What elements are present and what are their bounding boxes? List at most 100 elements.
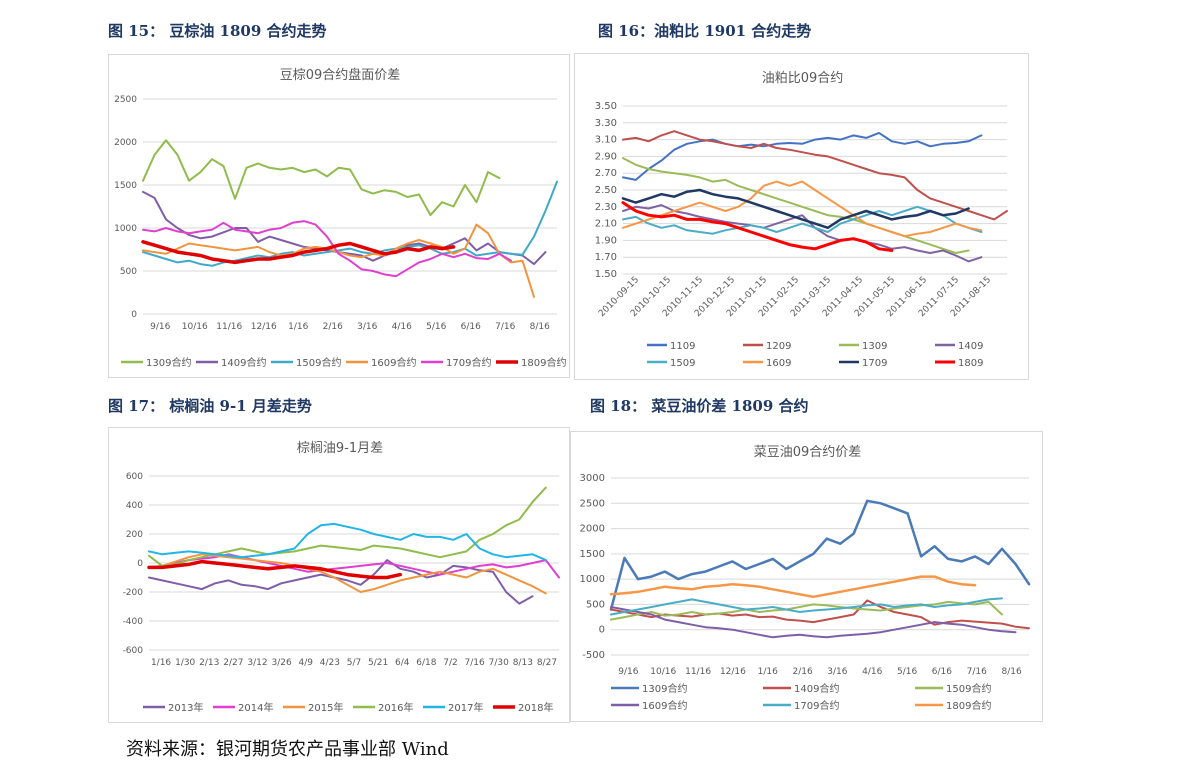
y-tick-label: -400 <box>123 617 144 627</box>
legend-label: 1309 <box>862 341 887 352</box>
x-tick-label: 7/30 <box>489 658 509 668</box>
x-tick-label: 3/16 <box>827 667 847 677</box>
y-tick-label: 1000 <box>114 224 137 234</box>
chart-soy-palm-spread: 豆棕09合约盘面价差 0 500 1000 1500 2000 2500 9/16 10/16 1… <box>114 67 566 369</box>
legend-label: 1309合约 <box>146 356 191 369</box>
series-line-2015年 <box>148 553 547 595</box>
x-tick-label: 12/16 <box>251 322 277 332</box>
series-line-1309合约 <box>609 499 1031 611</box>
x-tick-label: 12/16 <box>720 667 746 677</box>
y-tick-label: 2.50 <box>595 185 617 196</box>
legend-label: 1809合约 <box>946 699 991 712</box>
series-line-1709合约 <box>142 220 512 278</box>
chart-title: 油粕比09合约 <box>762 71 844 86</box>
x-tick-label: 11/16 <box>216 322 242 332</box>
y-tick-label: 0 <box>131 310 137 320</box>
legend-label: 1509合约 <box>946 682 991 695</box>
legend-label: 1209 <box>766 341 791 352</box>
x-tick-label: 9/16 <box>618 667 638 677</box>
y-tick-label: 2.10 <box>595 219 617 230</box>
x-tick-label: 4/9 <box>299 658 314 668</box>
chart-panel-soy-palm-spread: 豆棕09合约盘面价差 0 500 1000 1500 2000 2500 9/16 10/16 1… <box>108 54 570 378</box>
series-line-2018年 <box>147 559 403 580</box>
x-tick-label: 4/16 <box>392 322 412 332</box>
series-line-2017年 <box>148 522 547 562</box>
chart-rapeseed-soy-spread: 菜豆油09合约价差 -500 0 500 1000 1500 2000 2500 3000 9/1… <box>580 445 1031 712</box>
x-tick-label: 7/16 <box>967 667 987 677</box>
x-tick-label: 5/16 <box>897 667 917 677</box>
chart-oil-meal-ratio: 油粕比09合约 1.50 1.70 1.90 2.10 2.30 2.50 2.70 2.90 3… <box>595 71 1008 369</box>
legend-label: 1509 <box>670 358 695 369</box>
legend-label: 1709合约 <box>794 699 839 712</box>
legend-label: 2014年 <box>238 701 273 714</box>
y-tick-label: 600 <box>126 472 143 482</box>
y-tick-label: 1500 <box>580 549 605 560</box>
legend-label: 2013年 <box>168 701 203 714</box>
y-tick-label: 500 <box>586 599 605 610</box>
series-line-1409 <box>622 204 983 263</box>
y-tick-label: 3.50 <box>595 101 617 112</box>
legend-label: 2017年 <box>448 701 483 714</box>
legend-label: 1409 <box>958 341 983 352</box>
chart-title: 豆棕09合约盘面价差 <box>280 67 401 83</box>
series-line-1209 <box>622 130 1008 221</box>
y-tick-label: 1.70 <box>595 252 617 263</box>
y-tick-label: 2000 <box>580 524 605 535</box>
x-tick-label: 1/16 <box>151 658 171 668</box>
chart-title: 棕榈油9-1月差 <box>297 441 383 456</box>
legend-label: 1609合约 <box>642 699 687 712</box>
series-line-1709 <box>621 188 970 230</box>
legend-label: 1609合约 <box>371 356 416 369</box>
legend-label: 1109 <box>670 341 695 352</box>
legend-label: 1809 <box>958 358 983 369</box>
figure-18-title: 图 18： 菜豆油价差 1809 合约 <box>590 397 809 415</box>
y-tick-label: 200 <box>126 530 143 540</box>
chart-panel-oil-meal-ratio: 油粕比09合约 1.50 1.70 1.90 2.10 2.30 2.50 2.70 2.90 3… <box>574 53 1029 380</box>
x-tick-label: 9/16 <box>150 322 170 332</box>
x-tick-label: 2/27 <box>223 658 243 668</box>
y-tick-label: 2.70 <box>595 168 617 179</box>
legend-label: 2018年 <box>518 701 553 714</box>
x-tick-label: 6/16 <box>932 667 952 677</box>
x-tick-label: 7/2 <box>443 658 457 668</box>
series-line-1109 <box>622 131 983 181</box>
source-note: 资料来源：银河期货农产品事业部 Wind <box>126 739 449 760</box>
figure-16-title: 图 16：油粕比 1901 合约走势 <box>598 22 812 40</box>
series-line-1609合约 <box>142 223 535 298</box>
y-tick-label: 3000 <box>580 473 605 484</box>
legend-label: 1809合约 <box>521 356 566 369</box>
x-tick-label: 5/16 <box>426 322 446 332</box>
x-tick-label: 10/16 <box>650 667 676 677</box>
y-tick-label: 2000 <box>114 138 137 148</box>
series-line-1709合约 <box>610 597 1003 616</box>
y-tick-label: 0 <box>599 625 605 636</box>
x-tick-label: 1/30 <box>175 658 195 668</box>
figure-17-title: 图 17： 棕榈油 9-1 月差走势 <box>108 397 312 415</box>
x-tick-label: 3/16 <box>357 322 377 332</box>
legend-label: 1709 <box>862 358 887 369</box>
y-tick-label: 1500 <box>114 181 137 191</box>
chart-panel-rapeseed-soy-spread: 菜豆油09合约价差 -500 0 500 1000 1500 2000 2500 3000 9/1… <box>570 431 1043 722</box>
legend-label: 1309合约 <box>642 682 687 695</box>
x-tick-label: 3/12 <box>247 658 267 668</box>
legend-label: 1509合约 <box>296 356 341 369</box>
y-tick-label: 2500 <box>580 498 605 509</box>
x-tick-label: 8/16 <box>1001 667 1021 677</box>
series-line-1609 <box>622 180 983 238</box>
x-tick-label: 7/16 <box>464 658 484 668</box>
y-tick-label: 400 <box>126 501 143 511</box>
chart-title: 菜豆油09合约价差 <box>754 445 862 460</box>
y-tick-label: 0 <box>137 559 143 569</box>
series-line-1809合约 <box>141 240 456 265</box>
x-tick-label: 8/16 <box>530 322 550 332</box>
x-tick-label: 4/23 <box>320 658 340 668</box>
x-tick-label: 7/16 <box>495 322 515 332</box>
legend-label: 2015年 <box>308 701 343 714</box>
x-tick-label: 11/16 <box>685 667 711 677</box>
y-tick-label: 1.50 <box>595 269 617 280</box>
series-line-1309合约 <box>142 139 501 217</box>
y-tick-label: 3.10 <box>595 135 617 146</box>
x-tick-label: 2/16 <box>792 667 812 677</box>
x-tick-label: 6/18 <box>416 658 436 668</box>
series-line-1509 <box>622 205 983 235</box>
